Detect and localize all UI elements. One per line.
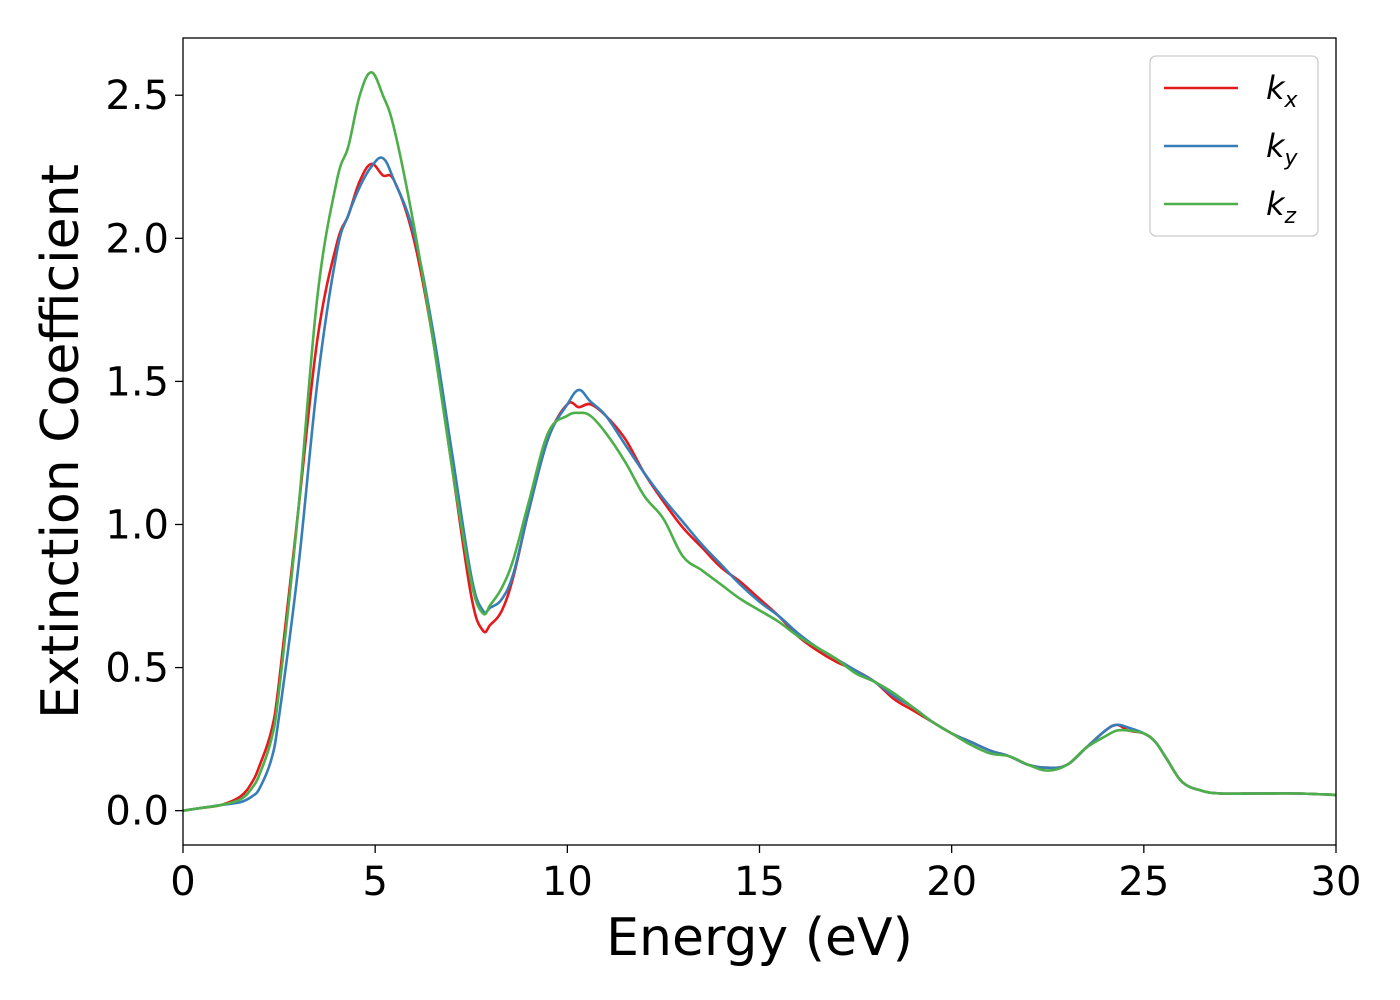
y-tick-label: 2.0: [105, 216, 169, 262]
x-axis-ticks: 0 5 10 15 20 25 30: [170, 845, 1361, 905]
legend-label-kx: kx: [1266, 69, 1299, 113]
x-tick-label: 10: [542, 859, 593, 905]
x-tick-label: 20: [926, 859, 977, 905]
y-tick-label: 0.0: [105, 789, 169, 835]
legend-label-kz: kz: [1266, 185, 1297, 229]
x-axis-label: Energy (eV): [606, 908, 913, 968]
y-tick-label: 0.5: [105, 646, 169, 692]
legend-label-ky: ky: [1266, 127, 1299, 171]
x-tick-label: 5: [362, 859, 387, 905]
y-tick-label: 1.5: [105, 359, 169, 405]
legend-label-base: k: [1266, 69, 1286, 107]
x-tick-label: 30: [1311, 859, 1362, 905]
y-tick-label: 2.5: [105, 73, 169, 119]
y-tick-label: 1.0: [105, 502, 169, 548]
legend-label-base: k: [1266, 127, 1286, 165]
legend-label-subscript: x: [1284, 88, 1299, 113]
series-line-kz: [183, 71, 1336, 812]
legend-label-base: k: [1266, 185, 1286, 223]
x-tick-label: 15: [734, 859, 785, 905]
legend-label-subscript: y: [1284, 146, 1299, 171]
legend-label-subscript: z: [1284, 204, 1297, 229]
series-layer: [183, 71, 1336, 812]
series-line-ky: [183, 156, 1336, 812]
x-tick-label: 0: [170, 859, 195, 905]
y-axis-label: Extinction Coefficient: [31, 164, 91, 719]
x-tick-label: 25: [1118, 859, 1169, 905]
y-axis-ticks: 0.0 0.5 1.0 1.5 2.0 2.5: [105, 73, 183, 835]
